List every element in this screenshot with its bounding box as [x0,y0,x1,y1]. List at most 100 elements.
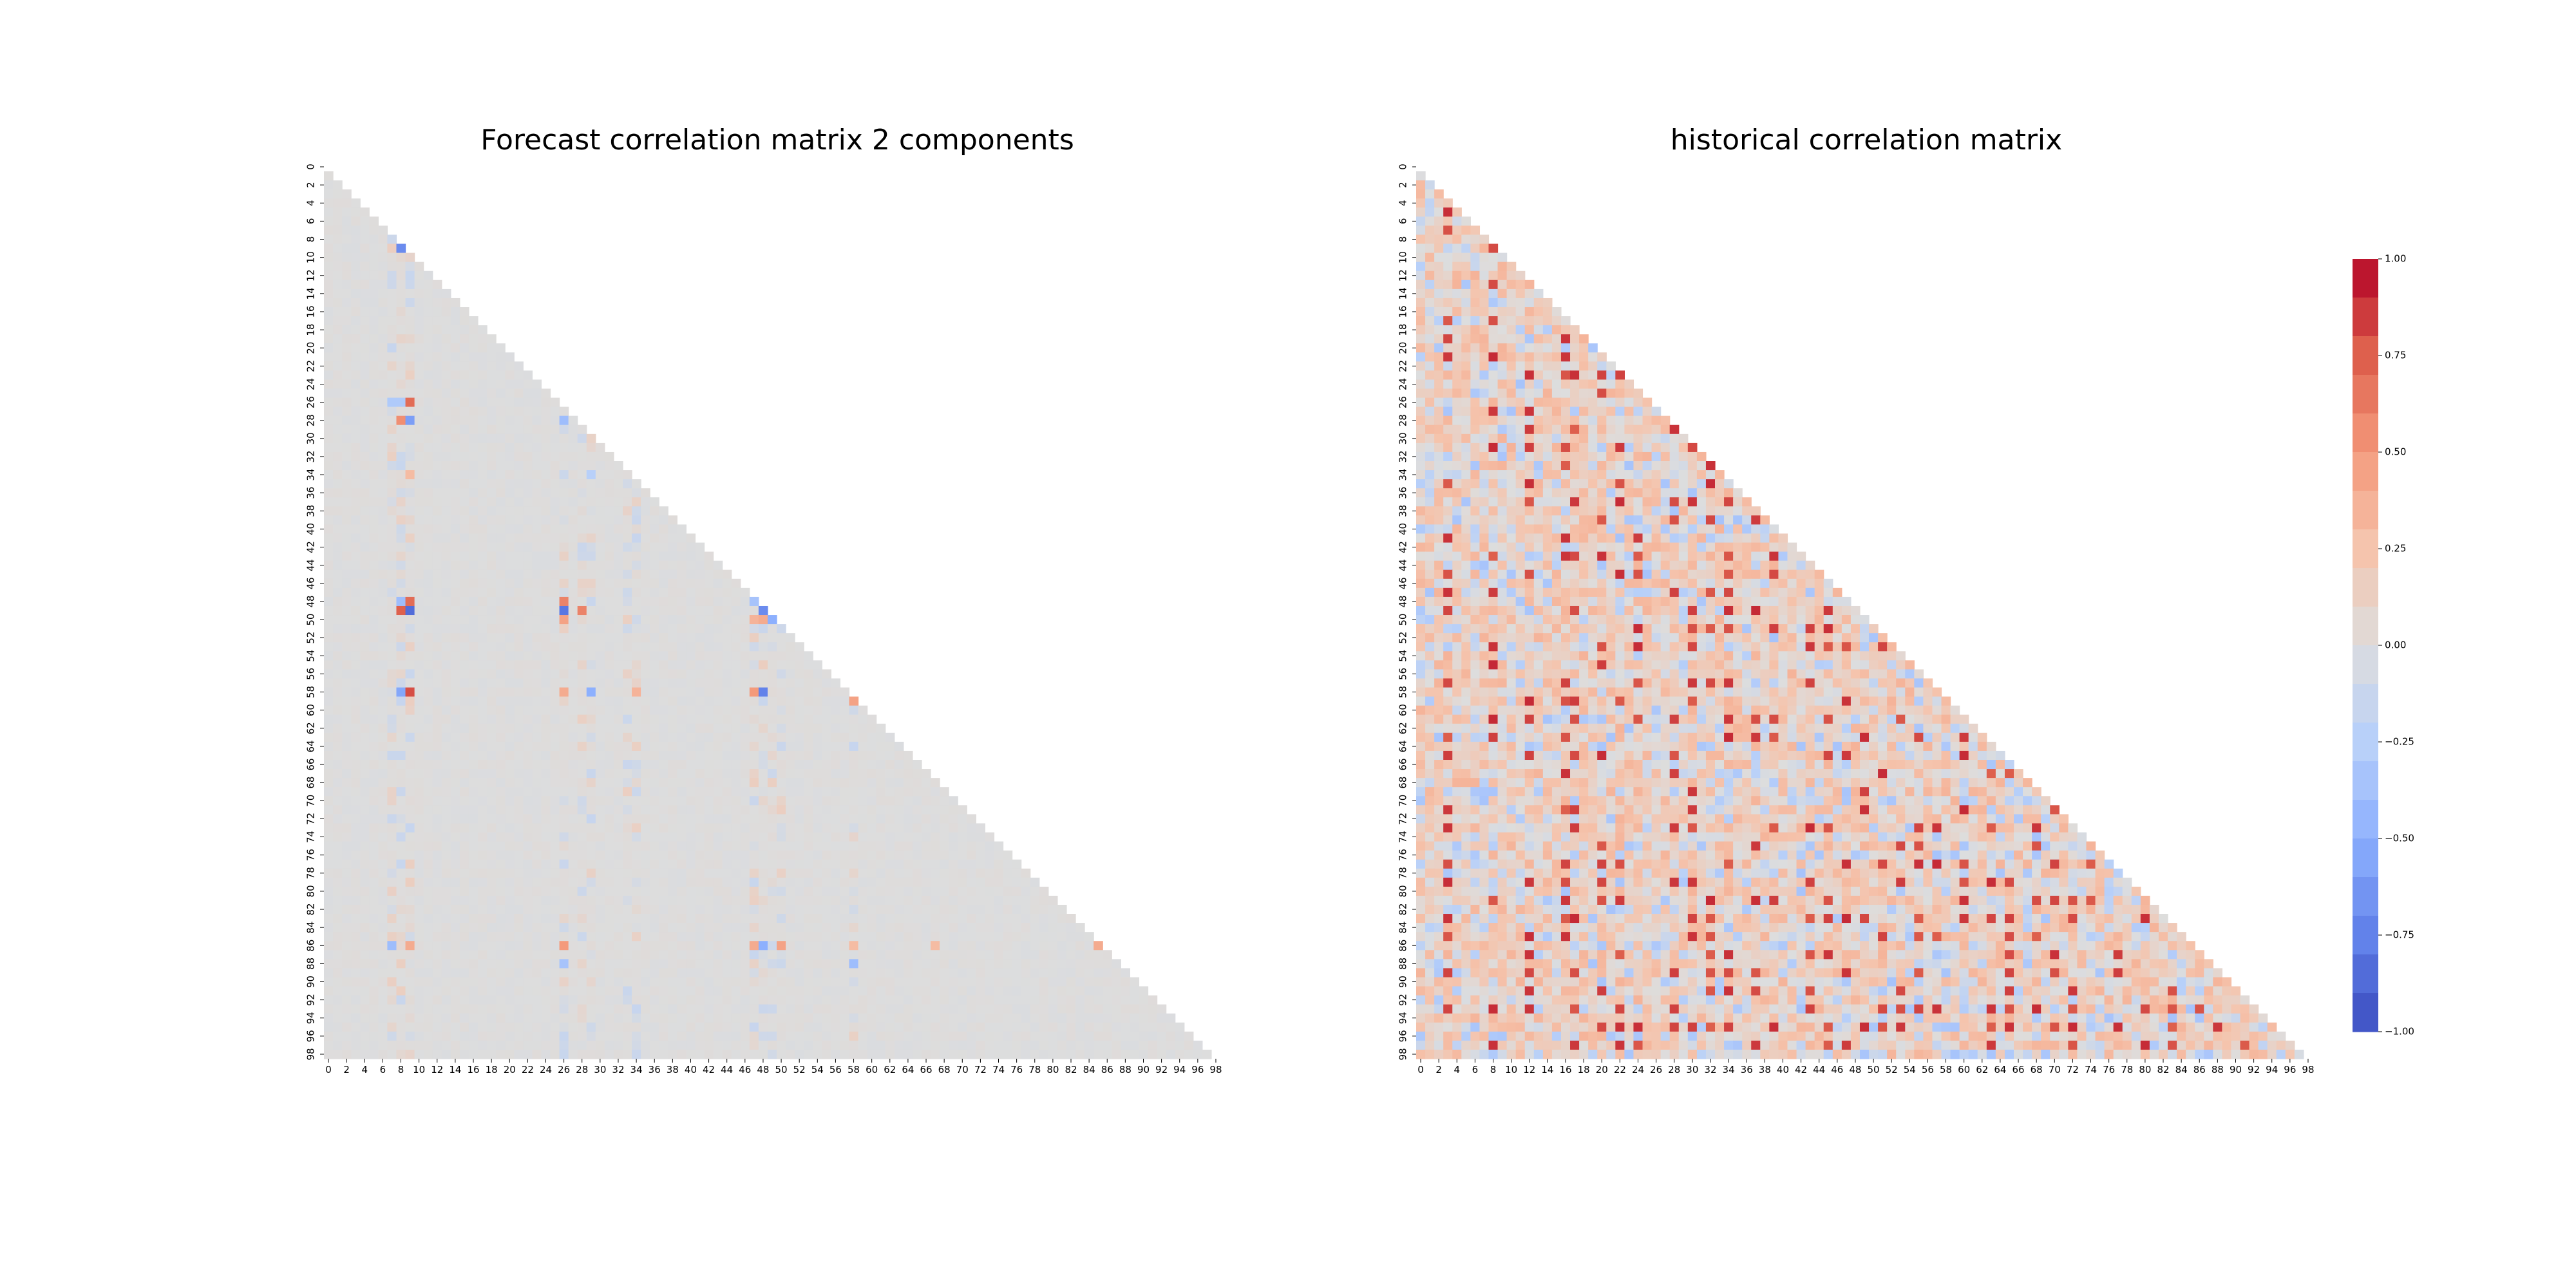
heatmap-cell [867,968,877,978]
heatmap-cell [568,968,578,978]
heatmap-cell [686,615,696,625]
heatmap-cell [514,633,524,643]
heatmap-cell [804,714,813,724]
heatmap-cell [487,361,497,371]
heatmap-cell [450,886,460,896]
heatmap-cell [351,778,361,788]
heatmap-cell [505,424,515,435]
heatmap-cell [840,868,850,878]
heatmap-cell [976,886,986,896]
heatmap-cell [822,787,831,797]
heatmap-cell [450,841,460,851]
heatmap-cell [695,941,705,951]
heatmap-cell [786,633,795,643]
heatmap-cell [514,442,524,453]
heatmap-cell [831,705,841,715]
heatmap-cell [333,433,343,444]
heatmap-cell [568,479,578,489]
heatmap-cell [1139,986,1149,996]
heatmap-cell [686,886,696,896]
heatmap-cell [369,578,379,589]
heatmap-cell [496,479,506,489]
heatmap-cell [459,741,469,752]
heatmap-cell [396,868,406,878]
heatmap-cell [468,895,478,905]
heatmap-cell [468,470,478,480]
heatmap-cell [387,814,397,824]
heatmap-cell [786,732,795,743]
heatmap-cell [514,397,524,408]
heatmap-cell [885,769,895,779]
heatmap-cell [958,914,967,923]
heatmap-cell [740,687,750,697]
heatmap-cell [940,814,949,824]
heatmap-cell [840,1022,850,1032]
heatmap-cell [822,732,831,743]
heatmap-cell [1139,1022,1149,1032]
heatmap-cell [994,1004,1004,1014]
heatmap-cell [532,741,542,752]
heatmap-cell [514,950,524,960]
heatmap-cell [396,334,406,344]
heatmap-cell [459,941,469,951]
heatmap-cell [604,488,614,498]
heatmap-cell [324,787,334,797]
heatmap-cell [387,886,397,896]
heatmap-cell [550,977,560,987]
heatmap-cell [459,814,469,824]
heatmap-cell [514,488,524,498]
heatmap-cell [786,832,795,842]
heatmap-cell [749,895,759,905]
heatmap-cell [595,723,605,734]
heatmap-cell [333,461,343,471]
heatmap-cell [604,760,614,770]
heatmap-cell [632,741,641,752]
heatmap-cell [387,479,397,489]
heatmap-cell [559,705,569,715]
heatmap-cell [550,986,560,996]
heatmap-cell [740,914,750,923]
heatmap-cell [1166,1049,1176,1059]
heatmap-cell [441,651,451,661]
heatmap-cell [650,506,659,516]
heatmap-cell [342,198,352,208]
heatmap-cell [831,886,841,896]
heatmap-cell [740,1004,750,1014]
heatmap-cell [505,587,515,598]
heatmap-cell [695,977,705,987]
y-tick-label: 80 [305,885,317,897]
heatmap-cell [722,687,732,697]
y-tick-label: 62 [305,722,317,734]
heatmap-cell [632,850,641,860]
heatmap-cell [1003,1013,1013,1023]
heatmap-cell [505,406,515,417]
heatmap-cell [432,506,442,516]
heatmap-cell [459,732,469,743]
heatmap-cell [976,950,986,960]
heatmap-cell [740,832,750,842]
heatmap-cell [731,886,741,896]
heatmap-cell [623,823,632,833]
heatmap-cell [731,660,741,670]
heatmap-cell [487,986,497,996]
heatmap-cell [849,832,859,842]
heatmap-cell [586,488,596,498]
heatmap-cell [559,660,569,670]
heatmap-cell [333,207,343,217]
heatmap-cell [369,714,379,724]
heatmap-cell [414,470,424,480]
heatmap-cell [423,515,433,526]
heatmap-cell [1130,986,1140,996]
heatmap-cell [505,596,515,607]
heatmap-cell [387,914,397,923]
heatmap-cell [641,651,650,661]
heatmap-cell [324,171,334,181]
heatmap-cell [523,787,533,797]
heatmap-cell [903,850,913,860]
heatmap-cell [668,886,677,896]
heatmap-cell [369,796,379,806]
heatmap-cell [668,895,677,905]
heatmap-cell [333,261,343,272]
heatmap-cell [595,814,605,824]
heatmap-cell [459,470,469,480]
